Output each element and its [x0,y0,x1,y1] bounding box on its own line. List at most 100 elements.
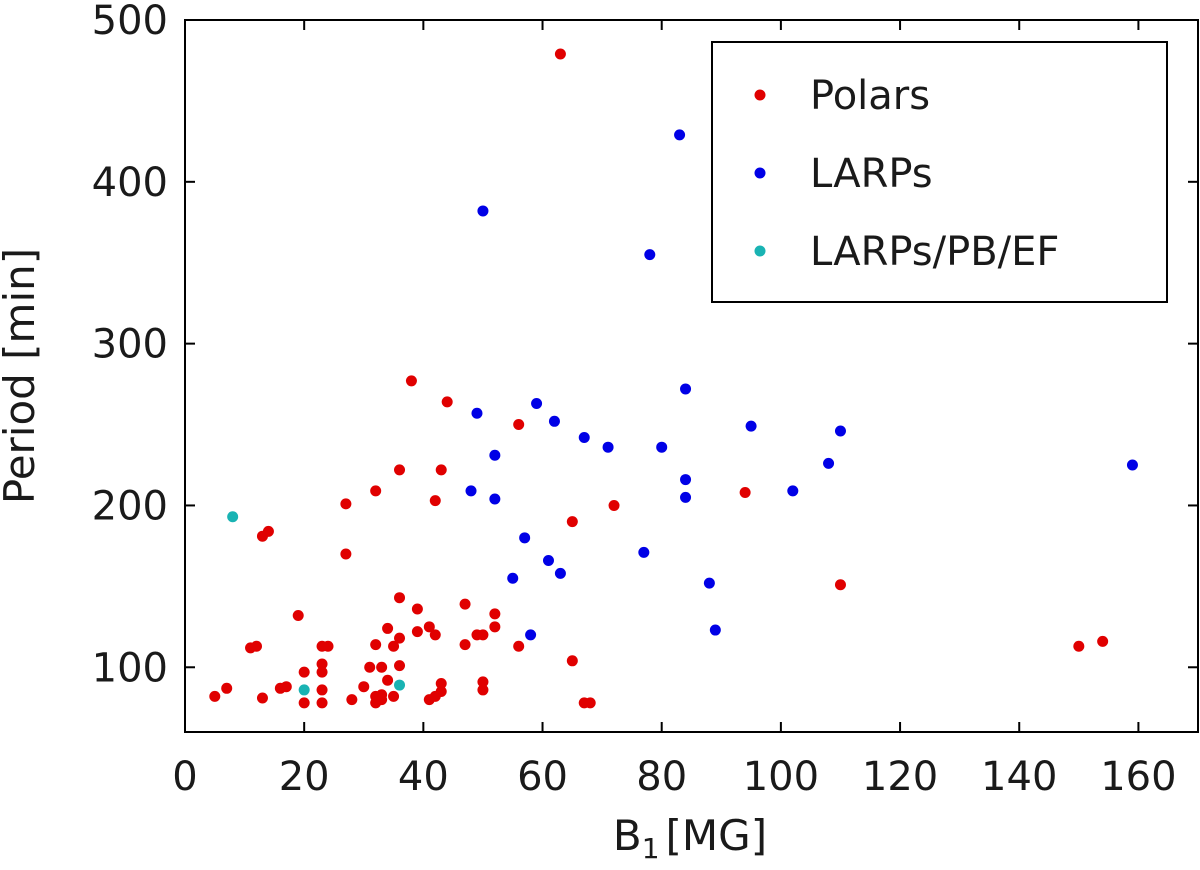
legend-label-larps-pb-ef: LARPs/PB/EF [810,229,1059,275]
point-polars [1073,640,1085,652]
point-larps [680,383,692,395]
point-polars [513,640,525,652]
point-larps [745,420,757,432]
point-larps [548,415,560,427]
x-tick-label: 120 [862,754,938,800]
point-larps-pb-ef [227,511,239,523]
point-polars [221,682,233,694]
x-tick-label: 160 [1100,754,1176,800]
x-tick-label: 40 [398,754,449,800]
point-polars [489,608,501,620]
point-polars [364,661,376,673]
point-polars [405,375,417,387]
point-larps [525,629,537,641]
point-larps [644,249,656,261]
point-larps-pb-ef [298,684,310,696]
point-polars [554,48,566,60]
point-polars [346,694,358,706]
point-polars [1097,635,1109,647]
point-larps [1126,459,1138,471]
point-polars [280,681,292,693]
point-larps [477,205,489,217]
point-polars [477,676,489,688]
point-polars [316,658,328,670]
point-polars [394,660,406,672]
point-polars [566,655,578,667]
point-larps [709,624,721,636]
x-tick-label: 100 [743,754,819,800]
point-polars [370,639,382,651]
point-polars [441,396,453,408]
point-polars [340,548,352,560]
x-tick-label: 140 [981,754,1057,800]
point-larps [489,449,501,461]
point-larps [542,554,554,566]
point-polars [608,499,620,511]
point-larps [834,425,846,437]
legend-marker-larps-pb-ef [754,245,766,257]
point-larps [578,431,590,443]
x-tick-label: 0 [172,754,197,800]
y-tick-label: 200 [92,483,168,529]
point-polars [459,598,471,610]
y-tick-label: 400 [92,160,168,206]
y-tick-label: 100 [92,645,168,691]
point-polars [388,640,400,652]
point-larps [554,567,566,579]
point-polars [435,677,447,689]
point-polars [298,666,310,678]
plot-frame [184,19,1199,733]
legend-marker-polars [754,89,766,101]
point-polars [382,674,394,686]
point-polars [423,694,435,706]
point-larps [489,493,501,505]
point-polars [376,694,388,706]
point-polars [382,622,394,634]
point-polars [423,621,435,633]
point-polars [411,603,423,615]
point-polars [411,626,423,638]
x-tick-label: 20 [279,754,330,800]
point-polars [316,697,328,709]
data-points [209,48,1138,709]
point-larps [823,457,835,469]
axis-ticks [184,19,1198,732]
point-polars [340,498,352,510]
point-polars [245,642,257,654]
point-larps [787,485,799,497]
point-polars [834,579,846,591]
point-larps [471,407,483,419]
point-polars [477,684,489,696]
legend: Polars LARPs LARPs/PB/EF [711,41,1168,303]
point-polars [459,639,471,651]
tick-labels: 0 20 40 60 80 100 120 140 160 100 200 300 400 500 [92,0,1177,800]
point-polars [292,609,304,621]
point-larps-pb-ef [394,679,406,691]
point-larps [680,474,692,486]
point-polars [209,690,221,702]
point-polars [388,690,400,702]
point-polars [435,686,447,698]
point-polars [316,684,328,696]
x-tick-label: 60 [517,754,568,800]
point-larps [519,532,531,544]
y-tick-label: 300 [92,322,168,368]
point-polars [513,419,525,431]
point-larps [507,572,519,584]
point-polars [316,666,328,678]
point-polars [370,485,382,497]
point-polars [394,464,406,476]
point-polars [489,621,501,633]
point-polars [316,640,328,652]
point-larps [638,546,650,558]
point-larps [465,485,477,497]
point-polars [256,530,268,542]
x-tick-label: 80 [636,754,687,800]
point-polars [477,629,489,641]
point-polars [429,629,441,641]
point-polars [298,697,310,709]
point-larps [680,491,692,503]
y-axis-title: Period [min] [0,248,44,504]
y-tick-label: 500 [92,0,168,44]
